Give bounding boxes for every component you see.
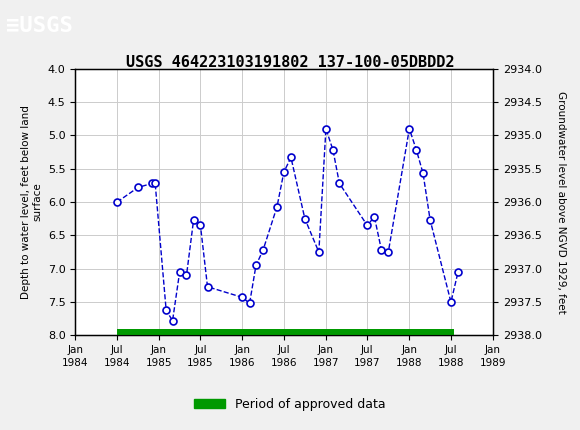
Text: USGS 464223103191802 137-100-05DBDD2: USGS 464223103191802 137-100-05DBDD2 xyxy=(126,55,454,70)
Text: ≡USGS: ≡USGS xyxy=(6,16,72,36)
Y-axis label: Groundwater level above NGVD 1929, feet: Groundwater level above NGVD 1929, feet xyxy=(556,91,566,313)
Bar xyxy=(117,329,454,341)
Y-axis label: Depth to water level, feet below land
surface: Depth to water level, feet below land su… xyxy=(21,105,42,299)
Legend: Period of approved data: Period of approved data xyxy=(189,393,391,416)
